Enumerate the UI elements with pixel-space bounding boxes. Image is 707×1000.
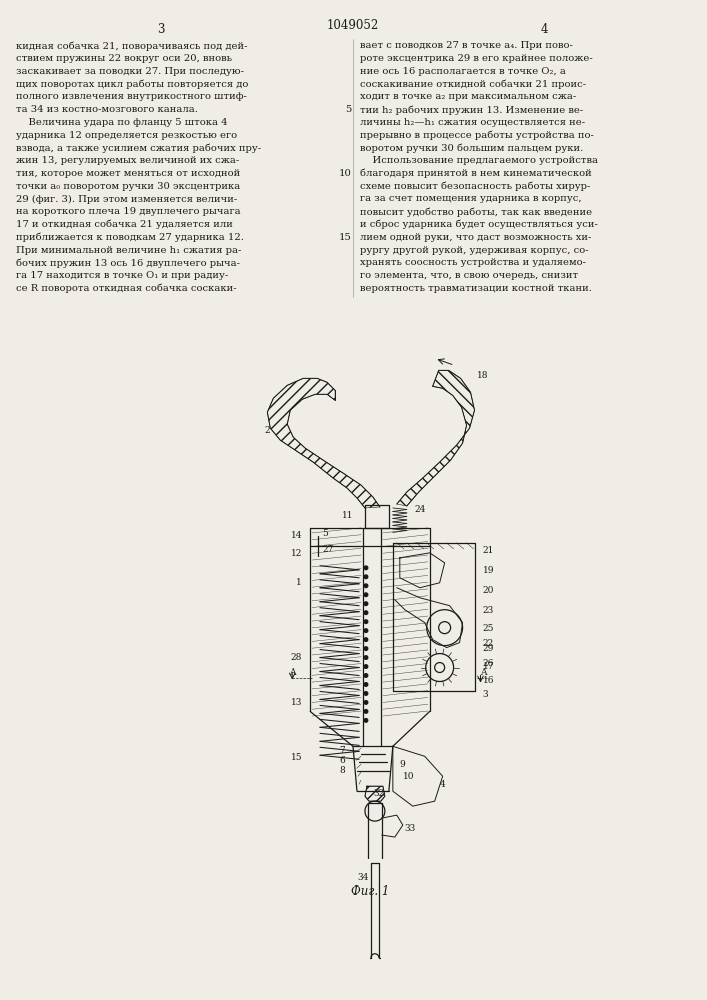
Text: 29 (фиг. 3). При этом изменяется величи-: 29 (фиг. 3). При этом изменяется величи- <box>16 194 238 204</box>
Text: бочих пружин 13 ось 16 двуплечего рыча-: бочих пружин 13 ось 16 двуплечего рыча- <box>16 258 240 268</box>
Text: повысит удобство работы, так как введение: повысит удобство работы, так как введени… <box>360 207 592 217</box>
Text: 5: 5 <box>346 105 352 114</box>
Text: 25: 25 <box>482 624 494 633</box>
Circle shape <box>364 566 368 570</box>
Text: 17 и откидная собачка 21 удаляется или: 17 и откидная собачка 21 удаляется или <box>16 220 233 229</box>
Text: Использование предлагаемого устройства: Использование предлагаемого устройства <box>360 156 598 165</box>
Text: 19: 19 <box>482 566 494 575</box>
Text: 24: 24 <box>415 505 426 514</box>
Text: прерывно в процессе работы устройства по-: прерывно в процессе работы устройства по… <box>360 131 594 140</box>
Circle shape <box>364 638 368 641</box>
Text: ствием пружины 22 вокруг оси 20, вновь: ствием пружины 22 вокруг оси 20, вновь <box>16 54 233 63</box>
Circle shape <box>364 575 368 579</box>
Circle shape <box>364 701 368 704</box>
Circle shape <box>364 656 368 659</box>
Text: воротом ручки 30 большим пальцем руки.: воротом ручки 30 большим пальцем руки. <box>360 143 583 153</box>
Text: схеме повысит безопасность работы хирур-: схеме повысит безопасность работы хирур- <box>360 182 590 191</box>
Circle shape <box>364 602 368 606</box>
Text: тии h₂ рабочих пружин 13. Изменение ве-: тии h₂ рабочих пружин 13. Изменение ве- <box>360 105 583 115</box>
Text: ходит в точке a₂ при максимальном сжа-: ходит в точке a₂ при максимальном сжа- <box>360 92 576 101</box>
Text: 26: 26 <box>482 659 494 668</box>
Circle shape <box>364 647 368 650</box>
Text: 21: 21 <box>482 546 494 555</box>
Text: Величина удара по фланцу 5 штока 4: Величина удара по фланцу 5 штока 4 <box>16 118 228 127</box>
Text: 12: 12 <box>291 549 302 558</box>
Text: вероятность травматизации костной ткани.: вероятность травматизации костной ткани. <box>360 284 592 293</box>
Text: 17: 17 <box>482 662 494 671</box>
Text: взвода, а также усилием сжатия рабочих пру-: взвода, а также усилием сжатия рабочих п… <box>16 143 262 153</box>
Text: ние ось 16 располагается в точке O₂, а: ние ось 16 располагается в точке O₂, а <box>360 67 566 76</box>
Text: лием одной руки, что даст возможность хи-: лием одной руки, что даст возможность хи… <box>360 233 591 242</box>
Text: жин 13, регулируемых величиной их сжа-: жин 13, регулируемых величиной их сжа- <box>16 156 240 165</box>
Text: 10: 10 <box>403 772 414 781</box>
Text: тия, которое может меняться от исходной: тия, которое может меняться от исходной <box>16 169 240 178</box>
Circle shape <box>364 683 368 686</box>
Text: 20: 20 <box>482 586 494 595</box>
Text: та 34 из костно-мозгового канала.: та 34 из костно-мозгового канала. <box>16 105 198 114</box>
Text: благодаря принятой в нем кинематической: благодаря принятой в нем кинематической <box>360 169 592 178</box>
Text: соскакивание откидной собачки 21 проис-: соскакивание откидной собачки 21 проис- <box>360 80 586 89</box>
Text: 28: 28 <box>291 653 302 662</box>
Text: 3: 3 <box>157 23 165 36</box>
Text: A: A <box>481 668 487 677</box>
Text: A: A <box>289 668 296 677</box>
Text: 11: 11 <box>341 511 353 520</box>
Text: приближается к поводкам 27 ударника 12.: приближается к поводкам 27 ударника 12. <box>16 233 244 242</box>
Text: вает с поводков 27 в точке a₄. При пово-: вает с поводков 27 в точке a₄. При пово- <box>360 41 573 50</box>
Text: личины h₂—h₁ сжатия осуществляется не-: личины h₂—h₁ сжатия осуществляется не- <box>360 118 585 127</box>
Text: Фиг. 1: Фиг. 1 <box>351 885 389 898</box>
Text: роте эксцентрика 29 в его крайнее положе-: роте эксцентрика 29 в его крайнее положе… <box>360 54 592 63</box>
Text: 3: 3 <box>482 690 488 699</box>
Text: 29: 29 <box>482 644 494 653</box>
Circle shape <box>364 629 368 632</box>
Circle shape <box>364 692 368 695</box>
Text: 4: 4 <box>540 23 548 36</box>
Text: 27: 27 <box>322 545 334 554</box>
Circle shape <box>364 665 368 668</box>
Text: 32: 32 <box>373 789 384 798</box>
Text: 7: 7 <box>339 746 345 755</box>
Text: точки a₀ поворотом ручки 30 эксцентрика: точки a₀ поворотом ручки 30 эксцентрика <box>16 182 240 191</box>
Text: полного извлечения внутрикостного штиф-: полного извлечения внутрикостного штиф- <box>16 92 247 101</box>
Text: 1049052: 1049052 <box>327 19 379 32</box>
Text: го элемента, что, в свою очередь, снизит: го элемента, что, в свою очередь, снизит <box>360 271 578 280</box>
Circle shape <box>364 719 368 722</box>
Text: хранять соосность устройства и удаляемо-: хранять соосность устройства и удаляемо- <box>360 258 586 267</box>
Text: 14: 14 <box>291 531 302 540</box>
Text: щих поворотах цикл работы повторяется до: щих поворотах цикл работы повторяется до <box>16 80 249 89</box>
Text: 23: 23 <box>482 606 493 615</box>
Text: га 17 находится в точке O₁ и при радиу-: га 17 находится в точке O₁ и при радиу- <box>16 271 228 280</box>
Circle shape <box>364 593 368 597</box>
Text: 8: 8 <box>339 766 345 775</box>
Text: 15: 15 <box>291 753 302 762</box>
Text: 18: 18 <box>477 371 488 380</box>
Text: 15: 15 <box>339 233 352 242</box>
Text: 34: 34 <box>358 873 369 882</box>
Text: 13: 13 <box>291 698 302 707</box>
Text: 16: 16 <box>482 676 494 685</box>
Text: 4: 4 <box>440 780 445 789</box>
Text: рургу другой рукой, удерживая корпус, со-: рургу другой рукой, удерживая корпус, со… <box>360 246 589 255</box>
Circle shape <box>364 584 368 588</box>
Circle shape <box>364 611 368 614</box>
Text: 5: 5 <box>322 529 328 538</box>
Text: ударника 12 определяется резкостью его: ударника 12 определяется резкостью его <box>16 131 238 140</box>
Text: 1: 1 <box>296 578 302 587</box>
Text: 22: 22 <box>482 639 493 648</box>
Text: кидная собачка 21, поворачиваясь под дей-: кидная собачка 21, поворачиваясь под дей… <box>16 41 248 51</box>
Circle shape <box>364 620 368 623</box>
Text: се R поворота откидная собачка соскаки-: се R поворота откидная собачка соскаки- <box>16 284 237 293</box>
Text: 10: 10 <box>339 169 352 178</box>
Circle shape <box>364 710 368 713</box>
Text: заскакивает за поводки 27. При последую-: заскакивает за поводки 27. При последую- <box>16 67 245 76</box>
Text: 33: 33 <box>405 824 416 833</box>
Text: и сброс ударника будет осуществляться уси-: и сброс ударника будет осуществляться ус… <box>360 220 598 229</box>
Text: га за счет помещения ударника в корпус,: га за счет помещения ударника в корпус, <box>360 194 582 203</box>
Text: При минимальной величине h₁ сжатия ра-: При минимальной величине h₁ сжатия ра- <box>16 246 242 255</box>
Text: 9: 9 <box>400 760 406 769</box>
Text: 6: 6 <box>339 756 345 765</box>
Text: 2: 2 <box>264 426 270 435</box>
Text: на короткого плеча 19 двуплечего рычага: на короткого плеча 19 двуплечего рычага <box>16 207 241 216</box>
Circle shape <box>364 674 368 677</box>
